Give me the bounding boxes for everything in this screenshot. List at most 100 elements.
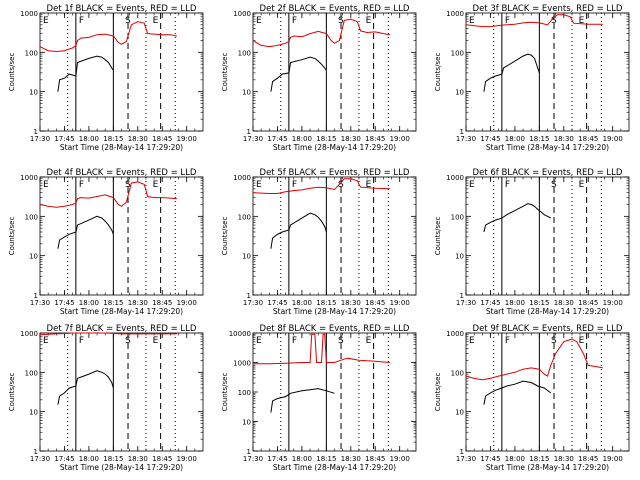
x-tick-label: 18:30 xyxy=(128,135,148,143)
lld-series-line xyxy=(465,338,603,381)
y-tick-label: 100 xyxy=(451,369,464,377)
events-series-line xyxy=(483,203,552,233)
marker-label: F xyxy=(505,16,510,26)
marker-label: E xyxy=(579,16,585,26)
x-tick-label: 17:45 xyxy=(267,135,287,143)
plot-frame xyxy=(465,176,630,296)
marker-label: E xyxy=(256,180,262,190)
events-series-line xyxy=(483,53,540,92)
marker-label: F xyxy=(292,180,297,190)
events-series-line xyxy=(270,212,327,249)
x-tick-label: 18:30 xyxy=(554,135,574,143)
y-tick-label: 10000 xyxy=(229,330,251,338)
x-tick-label: 19:00 xyxy=(177,135,197,143)
marker-label: F xyxy=(79,336,84,346)
x-tick-label: 18:45 xyxy=(152,135,172,143)
marker-label: E xyxy=(153,336,159,346)
x-axis-label: Start Time (28-May-14 17:29:20) xyxy=(273,307,396,316)
x-tick-label: 17:45 xyxy=(54,135,74,143)
x-tick-label: 18:15 xyxy=(529,135,549,143)
y-axis-label: Counts/sec xyxy=(434,53,442,92)
y-axis-label: Counts/sec xyxy=(434,217,442,256)
plot-frame xyxy=(465,332,630,452)
x-tick-label: 18:30 xyxy=(554,455,574,463)
events-series-line xyxy=(57,55,114,92)
x-tick-label: 18:00 xyxy=(292,455,312,463)
marker-label: E xyxy=(256,16,262,26)
plot-frame xyxy=(252,12,417,132)
marker-label: E xyxy=(579,180,585,190)
x-tick-label: 19:00 xyxy=(603,135,623,143)
marker-label: E xyxy=(43,16,49,26)
lld-series-line xyxy=(252,178,390,194)
x-tick-label: 18:45 xyxy=(152,299,172,307)
x-tick-label: 17:45 xyxy=(54,455,74,463)
panel-title: Det 1f BLACK = Events, RED = LLD xyxy=(47,4,197,14)
y-tick-label: 100 xyxy=(25,49,38,57)
x-tick-label: 17:45 xyxy=(480,135,500,143)
marker-label: F xyxy=(292,336,297,346)
panel-5: Det 5f BLACK = Events, RED = LLD 1 10 100 10… xyxy=(221,168,417,316)
y-axis-label: Counts/sec xyxy=(221,373,229,412)
marker-label: E xyxy=(366,336,372,346)
x-tick-label: 19:00 xyxy=(177,299,197,307)
plot-frame xyxy=(39,332,204,452)
x-tick-label: 17:30 xyxy=(243,455,263,463)
panel-6: Det 6f BLACK = Events, RED = LLD 1 10 100 10… xyxy=(434,168,630,316)
x-tick-label: 19:00 xyxy=(603,299,623,307)
y-tick-label: 1000 xyxy=(233,10,251,18)
marker-label: S xyxy=(125,180,131,190)
marker-label: E xyxy=(579,336,585,346)
y-tick-label: 100 xyxy=(25,213,38,221)
y-tick-label: 100 xyxy=(451,213,464,221)
x-axis-label: Start Time (28-May-14 17:29:20) xyxy=(60,143,183,152)
x-axis-label: Start Time (28-May-14 17:29:20) xyxy=(486,143,609,152)
marker-label: S xyxy=(551,336,557,346)
x-tick-label: 17:30 xyxy=(456,299,476,307)
marker-label: E xyxy=(43,180,49,190)
x-tick-label: 18:15 xyxy=(529,455,549,463)
marker-label: E xyxy=(153,180,159,190)
x-tick-label: 18:00 xyxy=(292,299,312,307)
x-axis-label: Start Time (28-May-14 17:29:20) xyxy=(486,463,609,472)
events-series-line xyxy=(270,56,327,92)
y-tick-label: 10 xyxy=(29,89,38,97)
x-tick-label: 19:00 xyxy=(603,455,623,463)
plot-frame xyxy=(39,176,204,296)
y-tick-label: 10 xyxy=(29,409,38,417)
x-tick-label: 18:45 xyxy=(578,455,598,463)
marker-label: F xyxy=(505,180,510,190)
x-axis-label: Start Time (28-May-14 17:29:20) xyxy=(60,307,183,316)
y-tick-label: 10 xyxy=(455,253,464,261)
y-tick-label: 1 xyxy=(460,448,464,456)
x-tick-label: 18:30 xyxy=(341,299,361,307)
y-tick-label: 1000 xyxy=(233,360,251,368)
y-axis-label: Counts/sec xyxy=(8,53,16,92)
y-tick-label: 1000 xyxy=(233,174,251,182)
y-tick-label: 1000 xyxy=(20,330,38,338)
marker-label: E xyxy=(469,16,475,26)
panel-2: Det 2f BLACK = Events, RED = LLD 1 10 100 10… xyxy=(221,4,417,152)
events-series-line xyxy=(270,388,335,413)
panel-9: Det 9f BLACK = Events, RED = LLD 1 10 100 10… xyxy=(434,324,630,472)
x-tick-label: 18:45 xyxy=(578,135,598,143)
x-tick-label: 18:30 xyxy=(128,299,148,307)
x-tick-label: 17:45 xyxy=(54,299,74,307)
x-axis-label: Start Time (28-May-14 17:29:20) xyxy=(60,463,183,472)
y-tick-label: 10 xyxy=(455,409,464,417)
y-tick-label: 10 xyxy=(242,419,251,427)
events-series-line xyxy=(57,370,114,405)
x-tick-label: 18:00 xyxy=(505,299,525,307)
x-tick-label: 18:00 xyxy=(79,135,99,143)
x-tick-label: 18:45 xyxy=(365,299,385,307)
marker-label: S xyxy=(338,16,344,26)
x-tick-label: 18:15 xyxy=(103,135,123,143)
y-tick-label: 1 xyxy=(247,292,251,300)
x-tick-label: 19:00 xyxy=(390,299,410,307)
y-tick-label: 100 xyxy=(451,49,464,57)
y-tick-label: 1000 xyxy=(446,330,464,338)
y-axis-label: Counts/sec xyxy=(8,373,16,412)
y-tick-label: 1000 xyxy=(20,10,38,18)
x-tick-label: 18:00 xyxy=(79,455,99,463)
